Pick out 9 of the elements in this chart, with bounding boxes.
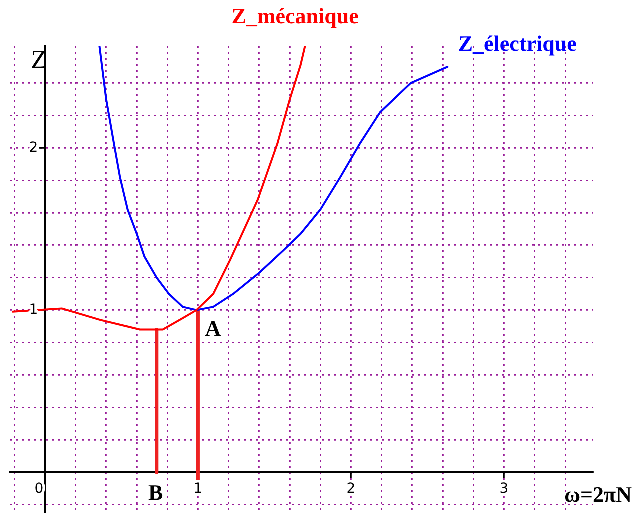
annotation: A [205,316,222,341]
annotation: B [148,480,164,506]
series-label: Z_mécanique [232,4,360,29]
x-tick-label: 1 [194,481,203,498]
x-tick-label: 3 [500,481,509,498]
x-tick-label: 2 [346,481,356,498]
x-tick-label: 0 [34,481,44,498]
series-label: Z_électrique [458,30,578,56]
x-axis-title: ω=2πN [564,482,632,508]
